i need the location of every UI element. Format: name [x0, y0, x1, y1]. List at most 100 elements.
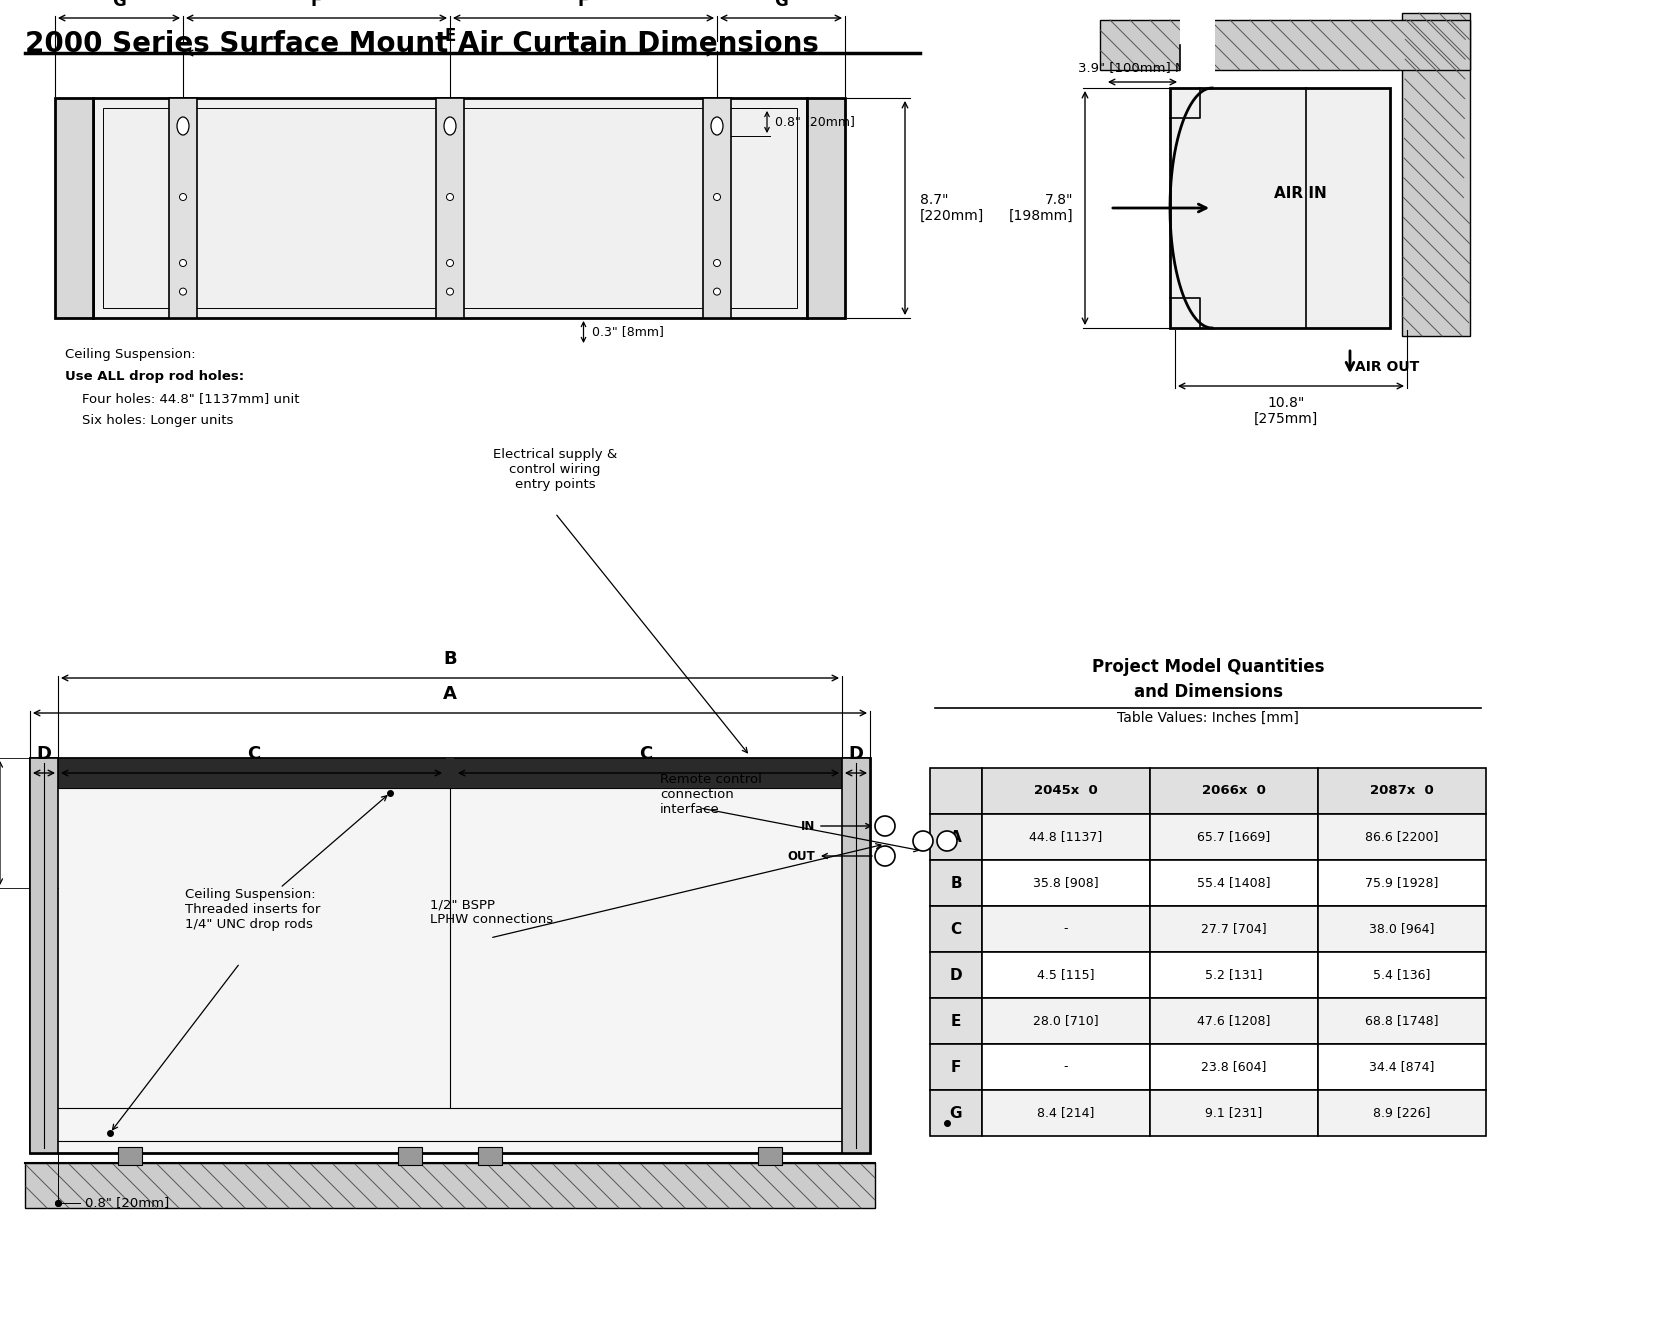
Circle shape [875, 846, 895, 866]
Bar [1318, 952, 1486, 999]
Bar [58, 758, 842, 788]
Bar [119, 1147, 142, 1165]
Ellipse shape [711, 117, 723, 135]
Bar [1318, 768, 1486, 814]
Text: 10.8"
[275mm]: 10.8" [275mm] [1254, 396, 1318, 426]
Text: G: G [775, 0, 788, 11]
Text: 65.7 [1669]: 65.7 [1669] [1197, 830, 1271, 843]
Bar [397, 1147, 423, 1165]
Bar [930, 861, 982, 906]
Bar [982, 906, 1151, 952]
Bar [1101, 20, 1470, 70]
Bar [930, 999, 982, 1044]
Bar [982, 999, 1151, 1044]
Text: 34.4 [874]: 34.4 [874] [1369, 1061, 1435, 1073]
Bar [30, 758, 58, 1153]
Text: 7.8"
[198mm]: 7.8" [198mm] [1009, 193, 1074, 223]
Text: 2000 Series Surface Mount Air Curtain Dimensions: 2000 Series Surface Mount Air Curtain Di… [25, 31, 818, 58]
Bar [703, 98, 731, 317]
Bar [930, 768, 982, 814]
Text: G: G [112, 0, 125, 11]
Bar [30, 758, 870, 1153]
Text: G: G [950, 1105, 962, 1121]
Text: 5.2 [131]: 5.2 [131] [1206, 968, 1263, 981]
Text: -: - [1064, 1061, 1069, 1073]
Bar [758, 1147, 782, 1165]
Bar [1318, 814, 1486, 861]
Ellipse shape [713, 259, 720, 267]
Text: OUT: OUT [787, 850, 815, 862]
Bar [842, 758, 870, 1153]
Text: C: C [640, 745, 653, 764]
Bar [930, 906, 982, 952]
Text: 3.9" [100mm] Min.: 3.9" [100mm] Min. [1077, 61, 1202, 74]
Text: F: F [311, 0, 322, 11]
Text: D: D [950, 968, 962, 983]
Text: 38.0 [964]: 38.0 [964] [1369, 923, 1435, 935]
Text: 68.8 [1748]: 68.8 [1748] [1366, 1015, 1440, 1028]
Text: AIR OUT: AIR OUT [1354, 360, 1420, 374]
Bar [55, 98, 94, 317]
Text: Ceiling Suspension:
Threaded inserts for
1/4" UNC drop rods: Ceiling Suspension: Threaded inserts for… [185, 888, 321, 931]
Text: 2045x  0: 2045x 0 [1034, 785, 1097, 798]
Ellipse shape [179, 259, 187, 267]
Text: 9.1 [231]: 9.1 [231] [1206, 1106, 1263, 1120]
Ellipse shape [179, 194, 187, 201]
Bar [1151, 861, 1318, 906]
Bar [446, 758, 454, 788]
Bar [104, 108, 797, 308]
Text: 75.9 [1928]: 75.9 [1928] [1366, 876, 1438, 890]
Text: Project Model Quantities: Project Model Quantities [1092, 657, 1324, 676]
Text: 2066x  0: 2066x 0 [1202, 785, 1266, 798]
Text: AIR IN: AIR IN [1274, 186, 1326, 201]
Text: 0.3" [8mm]: 0.3" [8mm] [591, 325, 663, 339]
Text: 2087x  0: 2087x 0 [1369, 785, 1435, 798]
Text: F: F [950, 1060, 962, 1074]
Bar [169, 98, 197, 317]
Ellipse shape [446, 259, 454, 267]
Bar [1151, 952, 1318, 999]
Text: Remote control
connection
interface: Remote control connection interface [660, 773, 762, 815]
Text: 8.4 [214]: 8.4 [214] [1037, 1106, 1096, 1120]
Text: D: D [848, 745, 863, 764]
Text: B: B [950, 875, 962, 891]
Text: 35.8 [908]: 35.8 [908] [1034, 876, 1099, 890]
Text: C: C [247, 745, 261, 764]
Circle shape [937, 831, 957, 851]
Bar [982, 952, 1151, 999]
Bar [1171, 88, 1389, 328]
Text: and Dimensions: and Dimensions [1134, 683, 1283, 701]
Text: 8.9 [226]: 8.9 [226] [1373, 1106, 1431, 1120]
Text: IN: IN [800, 819, 815, 833]
Bar [436, 98, 464, 317]
Bar [1151, 999, 1318, 1044]
Ellipse shape [446, 194, 454, 201]
Text: D: D [37, 745, 52, 764]
Circle shape [875, 815, 895, 837]
Text: C: C [950, 922, 962, 936]
Text: B: B [443, 649, 458, 668]
Bar [25, 1163, 875, 1208]
Text: E: E [950, 1013, 962, 1028]
Bar [982, 1090, 1151, 1135]
Text: F: F [578, 0, 590, 11]
Ellipse shape [446, 288, 454, 295]
Bar [1403, 13, 1470, 336]
Bar [55, 98, 65, 317]
Ellipse shape [444, 117, 456, 135]
Text: 44.8 [1137]: 44.8 [1137] [1029, 830, 1102, 843]
Text: A: A [443, 685, 458, 703]
Text: 1/2" BSPP
LPHW connections: 1/2" BSPP LPHW connections [429, 898, 553, 926]
Bar [930, 814, 982, 861]
Text: Electrical supply &
control wiring
entry points: Electrical supply & control wiring entry… [493, 448, 618, 491]
Bar [1318, 1090, 1486, 1135]
Text: Use ALL drop rod holes:: Use ALL drop rod holes: [65, 371, 244, 382]
Text: 0.8" [20mm]: 0.8" [20mm] [85, 1197, 169, 1210]
Text: 55.4 [1408]: 55.4 [1408] [1197, 876, 1271, 890]
Bar [982, 1044, 1151, 1090]
Ellipse shape [713, 288, 720, 295]
Bar [930, 952, 982, 999]
Bar [478, 1147, 503, 1165]
Text: Ceiling Suspension:: Ceiling Suspension: [65, 348, 195, 361]
Bar [982, 861, 1151, 906]
